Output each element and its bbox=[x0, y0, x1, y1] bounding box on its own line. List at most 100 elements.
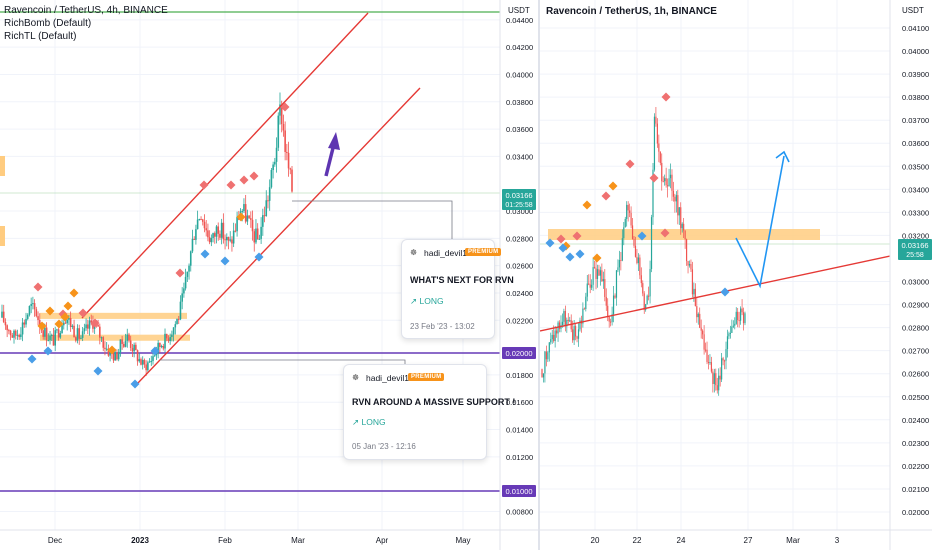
candle-body bbox=[725, 349, 727, 361]
candle-body bbox=[738, 320, 740, 322]
price-tick-label: 0.01200 bbox=[506, 453, 533, 462]
candle-body bbox=[664, 178, 666, 182]
buy-signal-marker bbox=[558, 243, 568, 253]
candle-body bbox=[621, 238, 623, 261]
idea-title[interactable]: WHAT'S NEXT FOR RVN bbox=[410, 275, 514, 285]
candle-body bbox=[591, 284, 593, 288]
candle-body bbox=[248, 215, 250, 219]
orange-signal-marker bbox=[60, 312, 70, 322]
candle-body bbox=[626, 204, 628, 219]
channel-upper-line bbox=[81, 12, 369, 319]
price-tick-label: 0.04100 bbox=[902, 24, 929, 33]
right-chart-pane[interactable]: USDT 0.04100 0.04000 0.03900 0.03800 0.03700 0… bbox=[540, 0, 932, 550]
left-symbol-label: Ravencoin / TetherUS, 4h, BINANCE bbox=[4, 5, 168, 16]
candle-body bbox=[236, 216, 238, 232]
candle-body bbox=[61, 325, 63, 334]
candle-body bbox=[189, 251, 192, 266]
candle-body bbox=[147, 362, 149, 371]
pane-divider[interactable] bbox=[538, 0, 540, 550]
candle-body bbox=[662, 181, 664, 183]
orange-signal-marker bbox=[608, 181, 618, 191]
buy-signal-marker bbox=[93, 366, 103, 376]
candle-body bbox=[553, 334, 555, 341]
price-tick-label: 0.04000 bbox=[902, 47, 929, 56]
premium-badge: PREMIUM bbox=[465, 248, 502, 256]
candle-body bbox=[710, 362, 713, 372]
candle-body bbox=[615, 270, 618, 298]
buy-signal-marker bbox=[637, 231, 647, 241]
candle-body bbox=[35, 309, 38, 317]
candle-body bbox=[8, 330, 10, 332]
buy-signal-marker bbox=[43, 346, 53, 356]
candle-body bbox=[734, 323, 736, 326]
candle-body bbox=[116, 352, 118, 360]
richtl-indicator-label[interactable]: RichTL (Default) bbox=[4, 31, 77, 42]
price-tick-label: 0.02500 bbox=[902, 393, 929, 402]
sell-signal-marker bbox=[226, 180, 236, 190]
candle-body bbox=[32, 303, 34, 305]
idea-title[interactable]: RVN AROUND A MASSIVE SUPPORT ! bbox=[352, 397, 516, 407]
candle-body bbox=[119, 339, 122, 353]
price-tick-label: 0.02400 bbox=[902, 416, 929, 425]
candle-body bbox=[184, 276, 187, 289]
level-price-tag[interactable] bbox=[502, 347, 536, 359]
right-symbol-label: Ravencoin / TetherUS, 1h, BINANCE bbox=[546, 6, 717, 17]
candle-body bbox=[731, 326, 733, 333]
price-tick-label: 0.02300 bbox=[902, 439, 929, 448]
orange-signal-marker bbox=[592, 253, 602, 263]
last-price-tag[interactable] bbox=[502, 189, 536, 210]
last-price-tag[interactable] bbox=[898, 239, 932, 260]
idea-card-2[interactable]: ☸ hadi_devil18 PREMIUM RVN AROUND A MASS… bbox=[343, 364, 515, 460]
candle-body bbox=[589, 284, 591, 288]
candle-body bbox=[699, 313, 701, 328]
candle-body bbox=[25, 318, 27, 325]
candle-body bbox=[617, 267, 619, 271]
candle-body bbox=[56, 329, 58, 331]
candle-body bbox=[215, 226, 218, 237]
candle-body bbox=[219, 233, 221, 238]
candle-body bbox=[665, 178, 667, 186]
left-chart-pane[interactable]: USDT 0.04400 0.04200 0.04000 0.03800 0.03600 0… bbox=[0, 0, 538, 550]
candle-body bbox=[697, 313, 699, 318]
candle-body bbox=[140, 359, 142, 365]
richbomb-indicator-label[interactable]: RichBomb (Default) bbox=[4, 18, 92, 29]
candle-body bbox=[231, 239, 233, 244]
candle-body bbox=[732, 325, 734, 327]
candle-body bbox=[174, 324, 177, 328]
idea-card-1[interactable]: ☸ hadi_devil18 PREMIUM WHAT'S NEXT FOR R… bbox=[401, 239, 514, 339]
candle-body bbox=[558, 322, 561, 329]
candle-body bbox=[59, 333, 62, 338]
candle-body bbox=[687, 261, 689, 266]
candle-body bbox=[648, 295, 650, 297]
candle-body bbox=[76, 328, 79, 341]
candle-body bbox=[742, 312, 745, 324]
candle-body bbox=[210, 238, 213, 243]
candle-body bbox=[78, 328, 81, 339]
candle-body bbox=[225, 236, 228, 241]
candle-body bbox=[222, 222, 225, 240]
right-chart-canvas[interactable]: USDT 0.04100 0.04000 0.03900 0.03800 0.03700 0… bbox=[540, 0, 932, 550]
idea-author[interactable]: hadi_devil18 bbox=[366, 373, 414, 383]
candle-body bbox=[193, 238, 195, 240]
candle-body bbox=[601, 270, 603, 282]
candle-body bbox=[735, 311, 737, 324]
price-tick-label: 0.02800 bbox=[506, 234, 533, 243]
candle-body bbox=[71, 325, 74, 327]
candle-body bbox=[1, 311, 3, 318]
candle-body bbox=[277, 115, 280, 148]
candle-body bbox=[157, 342, 159, 353]
candle-body bbox=[272, 164, 274, 171]
candle-body bbox=[112, 353, 115, 361]
candle-body bbox=[678, 207, 680, 216]
time-tick-label: 27 bbox=[744, 536, 753, 545]
idea-author[interactable]: hadi_devil18 bbox=[424, 248, 472, 258]
candle-body bbox=[556, 330, 558, 334]
price-tick-label: 0.03600 bbox=[902, 139, 929, 148]
candle-body bbox=[162, 345, 165, 349]
candle-body bbox=[73, 325, 75, 338]
price-tick-label: 0.02600 bbox=[506, 262, 533, 271]
level-price-tag[interactable] bbox=[502, 485, 536, 497]
candle-body bbox=[100, 337, 103, 339]
candle-body bbox=[45, 327, 48, 341]
